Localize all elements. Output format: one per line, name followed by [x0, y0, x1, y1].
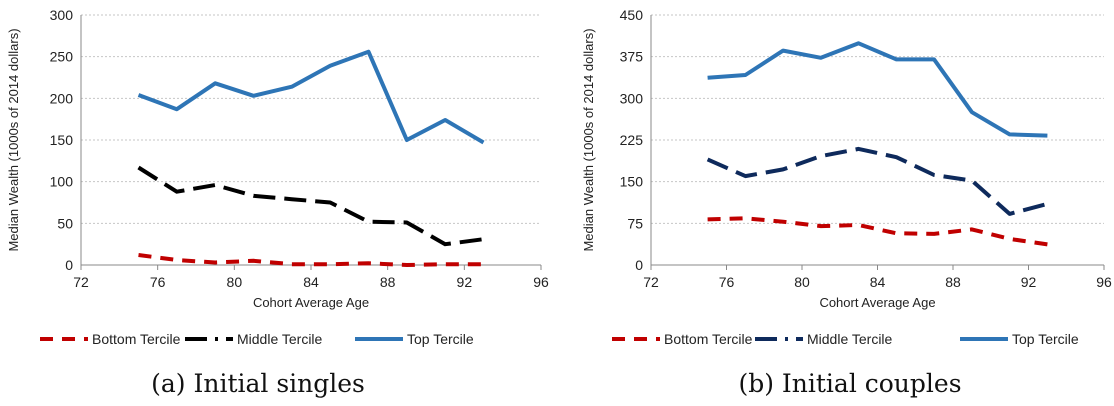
- series-line-top-tercile: [707, 41, 1048, 138]
- x-tick-label: 88: [945, 274, 961, 290]
- y-tick-label: 200: [50, 90, 74, 106]
- y-tick-label: 150: [50, 132, 74, 148]
- y-axis-title: Median Wealth (1000s of 2014 dollars): [6, 28, 21, 251]
- y-tick-label: 0: [635, 257, 643, 273]
- y-tick-label: 50: [57, 215, 73, 231]
- y-tick-label: 0: [65, 257, 73, 273]
- chart-panel-a: 0 50 100 150 200 250 300 72 76 80 84 88 92 96 Cohort A…: [6, 7, 549, 398]
- legend-label: Top Tercile: [1012, 331, 1079, 347]
- y-tick-label: 75: [627, 215, 643, 231]
- legend-label: Middle Tercile: [807, 331, 893, 347]
- x-tick-label: 92: [457, 274, 473, 290]
- series-line-bottom-tercile: [707, 216, 1048, 247]
- legend-label: Bottom Tercile: [92, 331, 181, 347]
- legend-label: Bottom Tercile: [664, 331, 753, 347]
- y-tick-label: 375: [620, 49, 644, 65]
- y-tick-label: 100: [50, 174, 74, 190]
- x-tick-label: 96: [1096, 274, 1112, 290]
- x-tick-label: 76: [719, 274, 735, 290]
- series-line-middle-tercile: [137, 165, 484, 247]
- x-tick-label: 72: [643, 274, 659, 290]
- x-tick-label: 76: [150, 274, 166, 290]
- x-tick-label: 72: [73, 274, 89, 290]
- y-tick-label: 150: [620, 174, 644, 190]
- y-tick-label: 300: [50, 7, 74, 23]
- chart-panel-b: 0 75 150 225 300 375 450 72 76 80 84 88 92 96 Cohort A…: [581, 7, 1112, 398]
- legend-label: Top Tercile: [407, 331, 474, 347]
- series-line-bottom-tercile: [138, 253, 484, 267]
- y-axis-title: Median Wealth (1000s of 2014 dollars): [581, 28, 596, 251]
- y-tick-label: 225: [620, 132, 644, 148]
- x-tick-label: 80: [794, 274, 810, 290]
- x-tick-label: 96: [533, 274, 549, 290]
- legend-label: Middle Tercile: [237, 331, 323, 347]
- x-tick-label: 80: [227, 274, 243, 290]
- y-tick-label: 450: [620, 7, 644, 23]
- x-tick-label: 88: [380, 274, 396, 290]
- panel-caption: (a) Initial singles: [151, 369, 365, 398]
- x-axis-title: Cohort Average Age: [819, 295, 935, 310]
- x-tick-label: 84: [870, 274, 886, 290]
- x-tick-label: 92: [1021, 274, 1037, 290]
- y-tick-label: 300: [620, 90, 644, 106]
- panel-caption: (b) Initial couples: [738, 369, 961, 398]
- series-line-top-tercile: [137, 49, 485, 145]
- x-axis-title: Cohort Average Age: [253, 295, 369, 310]
- y-tick-label: 250: [50, 49, 74, 65]
- x-tick-label: 84: [303, 274, 319, 290]
